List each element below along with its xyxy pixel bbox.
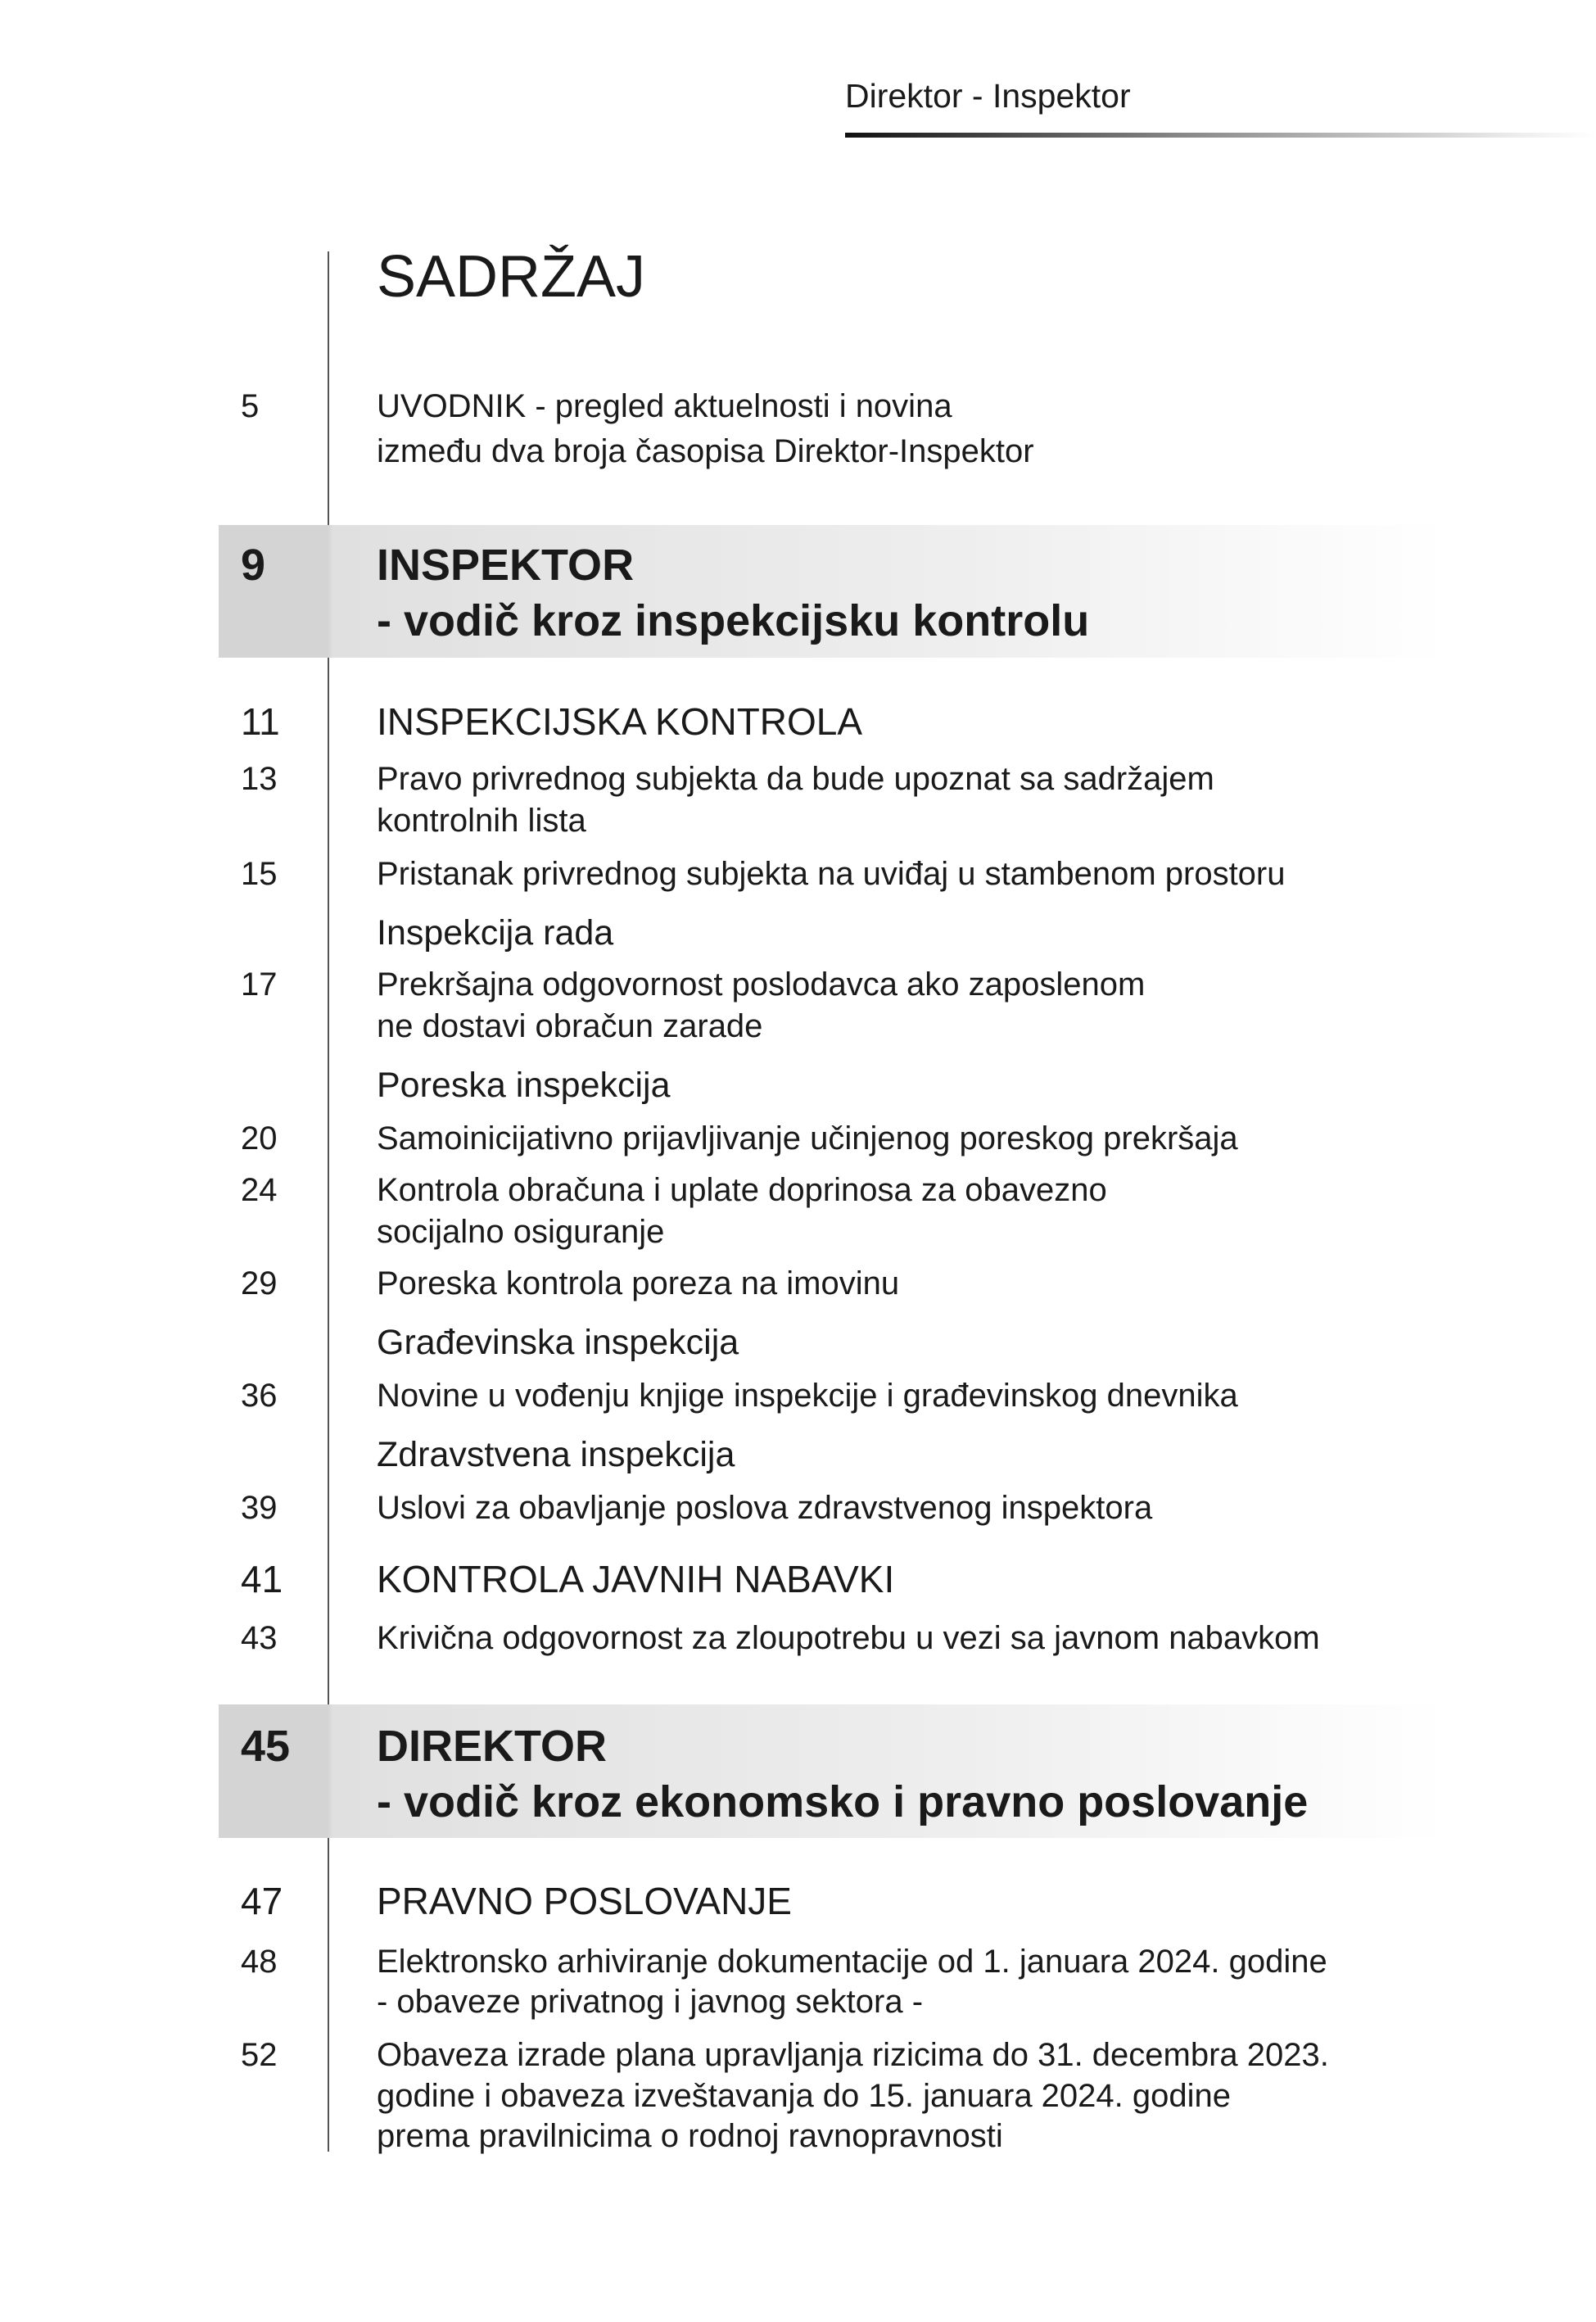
toc-page-number: 41 xyxy=(241,1557,283,1600)
toc-part-heading[interactable]: - vodič kroz inspekcijsku kontrolu xyxy=(377,596,1090,646)
toc-entry-title[interactable]: prema pravilnicima o rodnoj ravnopravnos… xyxy=(377,2118,1003,2155)
toc-entry-title[interactable]: Poreska kontrola poreza na imovinu xyxy=(377,1265,900,1301)
toc-page-number: 17 xyxy=(241,966,278,1003)
toc-entry-title[interactable]: Samoinicijativno prijavljivanje učinjeno… xyxy=(377,1120,1238,1156)
toc-page-number: 43 xyxy=(241,1619,278,1656)
toc-page-number: 47 xyxy=(241,1880,283,1923)
toc-part-heading[interactable]: - vodič kroz ekonomsko i pravno poslovan… xyxy=(377,1777,1309,1827)
toc-page-number: 48 xyxy=(241,1944,278,1980)
toc-entry-title[interactable]: Novine u vođenju knjige inspekcije i gra… xyxy=(377,1377,1238,1414)
toc-page-number: 24 xyxy=(241,1172,278,1209)
toc-entry-title[interactable]: UVODNIK - pregled aktuelnosti i novina xyxy=(377,388,952,425)
toc-page-number: 13 xyxy=(241,761,278,798)
toc-page-number: 52 xyxy=(241,2036,278,2073)
toc-page-number: 11 xyxy=(241,699,280,743)
toc-subsection-heading[interactable]: Građevinska inspekcija xyxy=(377,1322,739,1362)
toc-entry-title[interactable]: socijalno osiguranje xyxy=(377,1213,665,1250)
toc-subsection-heading[interactable]: Zdravstvena inspekcija xyxy=(377,1435,735,1475)
page-title: SADRŽAJ xyxy=(377,244,646,310)
toc-page-number: 5 xyxy=(241,388,260,425)
toc-page-number: 29 xyxy=(241,1265,278,1301)
toc-subsection-heading[interactable]: Poreska inspekcija xyxy=(377,1065,671,1105)
header-rule xyxy=(845,133,1596,138)
toc-entry-title[interactable]: Krivična odgovornost za zloupotrebu u ve… xyxy=(377,1619,1320,1656)
toc-entry-title[interactable]: - obaveze privatnog i javnog sektora - xyxy=(377,1983,924,2020)
toc-entry-title[interactable]: Prekršajna odgovornost poslodavca ako za… xyxy=(377,966,1146,1003)
toc-entry-title[interactable]: Pravo privrednog subjekta da bude upozna… xyxy=(377,761,1214,798)
toc-entry-title[interactable]: Uslovi za obavljanje poslova zdravstveno… xyxy=(377,1490,1153,1527)
toc-entry-title[interactable]: između dva broja časopisa Direktor-Inspe… xyxy=(377,432,1034,469)
section-band xyxy=(219,1704,1447,1838)
toc-entry-title[interactable]: kontrolnih lista xyxy=(377,802,586,839)
toc-page-number: 9 xyxy=(241,540,266,590)
toc-entry-title[interactable]: Elektronsko arhiviranje dokumentacije od… xyxy=(377,1944,1327,1980)
toc-section-heading[interactable]: INSPEKCIJSKA KONTROLA xyxy=(377,699,863,743)
toc-entry-title[interactable]: Obaveza izrade plana upravljanja rizicim… xyxy=(377,2036,1329,2073)
toc-entry-title[interactable]: ne dostavi obračun zarade xyxy=(377,1007,763,1044)
toc-section-heading[interactable]: KONTROLA JAVNIH NABAVKI xyxy=(377,1557,895,1600)
toc-part-heading[interactable]: INSPEKTOR xyxy=(377,540,635,590)
toc-page-number: 39 xyxy=(241,1490,278,1527)
toc-page-number: 20 xyxy=(241,1120,278,1156)
toc-subsection-heading[interactable]: Inspekcija rada xyxy=(377,912,614,953)
toc-entry-title[interactable]: godine i obaveza izveštavanja do 15. jan… xyxy=(377,2077,1232,2114)
toc-page-number: 15 xyxy=(241,855,278,892)
toc-section-heading[interactable]: PRAVNO POSLOVANJE xyxy=(377,1880,792,1923)
running-title: Direktor - Inspektor xyxy=(845,77,1131,115)
section-band xyxy=(219,524,1447,659)
toc-entry-title[interactable]: Kontrola obračuna i uplate doprinosa za … xyxy=(377,1172,1107,1209)
toc-divider-line xyxy=(328,251,329,2152)
toc-part-heading[interactable]: DIREKTOR xyxy=(377,1721,608,1771)
toc-page-number: 45 xyxy=(241,1721,291,1771)
toc-entry-title[interactable]: Pristanak privrednog subjekta na uviđaj … xyxy=(377,855,1286,892)
toc-page-number: 36 xyxy=(241,1377,278,1414)
